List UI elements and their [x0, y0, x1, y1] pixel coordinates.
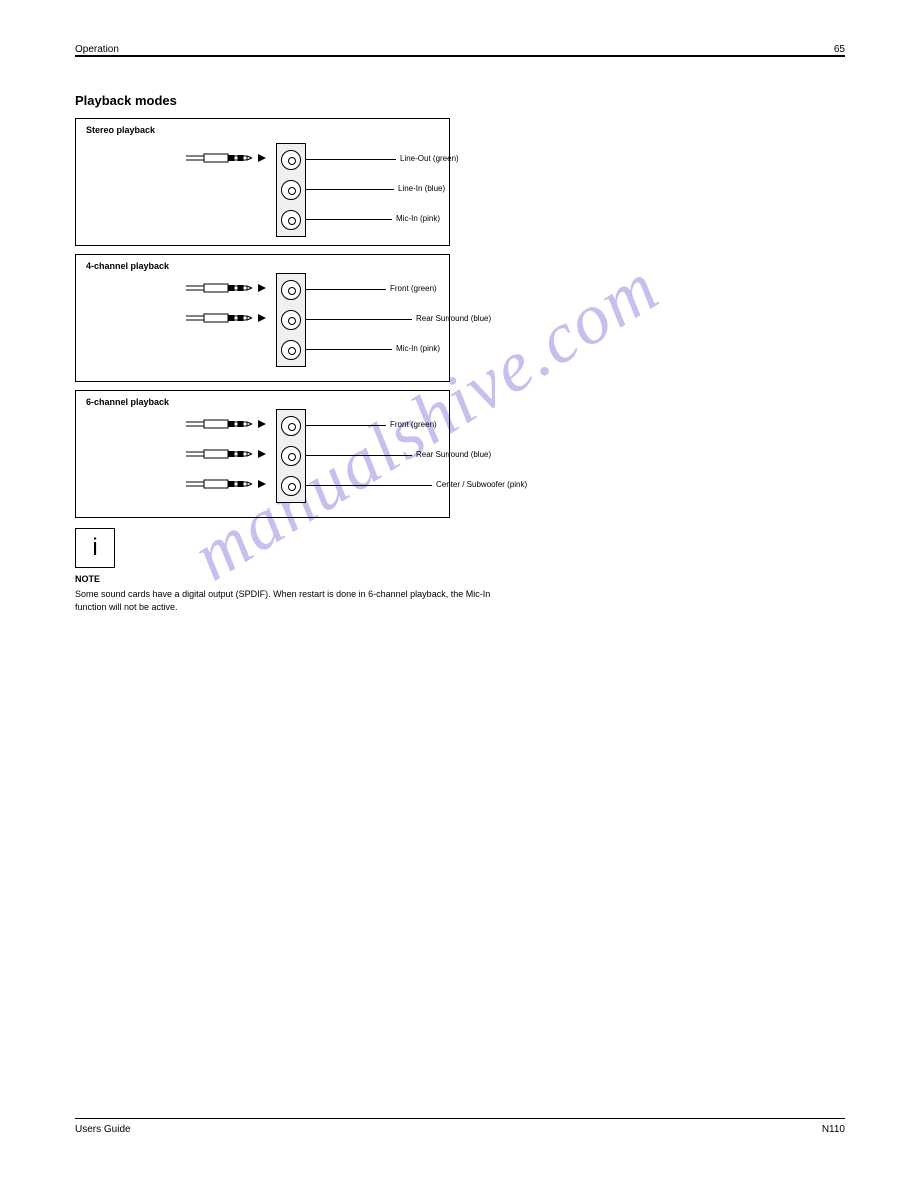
lead-line: [306, 425, 386, 426]
page-footer: Users Guide N110: [75, 1124, 845, 1135]
diagram-box: 4-channel playbackFront (green)Rear Surr…: [75, 254, 450, 382]
port-label: Front (green): [390, 420, 437, 429]
page-header: Operation 65: [75, 44, 845, 55]
info-icon: i: [92, 534, 97, 562]
lead-line: [306, 319, 412, 320]
audio-plug-icon: [186, 312, 272, 324]
audio-plug: [186, 477, 272, 495]
audio-port-icon: [281, 446, 301, 466]
lead-line: [306, 455, 412, 456]
audio-plug: [186, 281, 272, 299]
audio-port-icon: [281, 476, 301, 496]
port-label: Center / Subwoofer (pink): [436, 480, 527, 489]
audio-port-icon: [281, 150, 301, 170]
footer-right: N110: [822, 1124, 845, 1135]
port-panel: [276, 143, 306, 237]
port-label: Rear Surround (blue): [416, 314, 491, 323]
port-label: Mic-In (pink): [396, 214, 440, 223]
audio-port-icon: [281, 310, 301, 330]
top-rule: [75, 55, 845, 57]
diagram-title: 6-channel playback: [86, 397, 169, 407]
lead-line: [306, 189, 394, 190]
audio-plug: [186, 151, 272, 169]
lead-line: [306, 349, 392, 350]
port-label: Line-In (blue): [398, 184, 445, 193]
footer-left: Users Guide: [75, 1124, 131, 1135]
lead-line: [306, 485, 432, 486]
audio-plug-icon: [186, 152, 272, 164]
audio-port-icon: [281, 180, 301, 200]
page-content: Operation 65 Playback modes Stereo playb…: [75, 58, 845, 613]
port-label: Mic-In (pink): [396, 344, 440, 353]
lead-line: [306, 219, 392, 220]
audio-plug-icon: [186, 478, 272, 490]
audio-plug-icon: [186, 448, 272, 460]
note-text: Some sound cards have a digital output (…: [75, 588, 495, 613]
note-icon-box: i: [75, 528, 115, 568]
audio-port-icon: [281, 280, 301, 300]
audio-port-icon: [281, 340, 301, 360]
header-right: 65: [834, 44, 845, 55]
port-panel: [276, 409, 306, 503]
port-label: Rear Surround (blue): [416, 450, 491, 459]
audio-plug: [186, 447, 272, 465]
diagram-box: Stereo playbackLine-Out (green)Line-In (…: [75, 118, 450, 246]
audio-plug: [186, 311, 272, 329]
note-label: NOTE: [75, 574, 845, 584]
audio-plug-icon: [186, 282, 272, 294]
diagram-list: Stereo playback Line-Out (green) Line-In (…: [75, 118, 845, 518]
audio-plug-icon: [186, 418, 272, 430]
port-panel: [276, 273, 306, 367]
diagram-title: 4-channel playback: [86, 261, 169, 271]
lead-line: [306, 159, 396, 160]
section-title: Playback modes: [75, 93, 845, 108]
bottom-rule: [75, 1118, 845, 1119]
audio-plug: [186, 417, 272, 435]
audio-port-icon: [281, 210, 301, 230]
port-label: Front (green): [390, 284, 437, 293]
port-label: Line-Out (green): [400, 154, 459, 163]
audio-port-icon: [281, 416, 301, 436]
diagram-box: 6-channel playbackFront (green)Rear Surr…: [75, 390, 450, 518]
header-left: Operation: [75, 44, 119, 55]
diagram-title: Stereo playback: [86, 125, 155, 135]
lead-line: [306, 289, 386, 290]
